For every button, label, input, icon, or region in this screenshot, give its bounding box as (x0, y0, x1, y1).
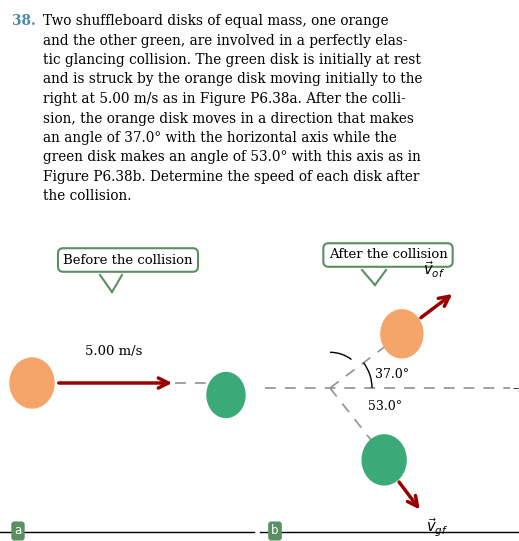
Text: a: a (15, 525, 22, 538)
Text: an angle of 37.0° with the horizontal axis while the: an angle of 37.0° with the horizontal ax… (43, 131, 397, 145)
Text: $\vec{v}_{of}$: $\vec{v}_{of}$ (422, 260, 445, 280)
Ellipse shape (362, 435, 406, 485)
Text: sion, the orange disk moves in a direction that makes: sion, the orange disk moves in a directi… (43, 111, 414, 126)
Polygon shape (100, 275, 122, 292)
Text: tic glancing collision. The green disk is initially at rest: tic glancing collision. The green disk i… (43, 53, 421, 67)
Text: Before the collision: Before the collision (63, 254, 193, 267)
Text: green disk makes an angle of 53.0° with this axis as in: green disk makes an angle of 53.0° with … (43, 150, 421, 164)
Polygon shape (362, 270, 386, 285)
Ellipse shape (10, 358, 54, 408)
Text: and the other green, are involved in a perfectly elas-: and the other green, are involved in a p… (43, 34, 407, 48)
Text: 37.0°: 37.0° (375, 367, 409, 380)
Text: 53.0°: 53.0° (368, 399, 402, 412)
Text: $\vec{v}_{gf}$: $\vec{v}_{gf}$ (427, 517, 449, 539)
Text: the collision.: the collision. (43, 189, 131, 203)
Text: right at 5.00 m/s as in Figure P6.38a. After the colli-: right at 5.00 m/s as in Figure P6.38a. A… (43, 92, 406, 106)
Ellipse shape (207, 373, 245, 418)
Text: and is struck by the orange disk moving initially to the: and is struck by the orange disk moving … (43, 72, 422, 87)
Text: Figure P6.38b. Determine the speed of each disk after: Figure P6.38b. Determine the speed of ea… (43, 170, 419, 184)
Text: Two shuffleboard disks of equal mass, one orange: Two shuffleboard disks of equal mass, on… (43, 14, 389, 28)
Text: 38.: 38. (12, 14, 36, 28)
Text: 5.00 m/s: 5.00 m/s (85, 345, 142, 358)
Ellipse shape (381, 310, 423, 358)
Text: b: b (271, 525, 279, 538)
Text: –x: –x (513, 382, 519, 395)
Text: After the collision: After the collision (329, 248, 447, 261)
